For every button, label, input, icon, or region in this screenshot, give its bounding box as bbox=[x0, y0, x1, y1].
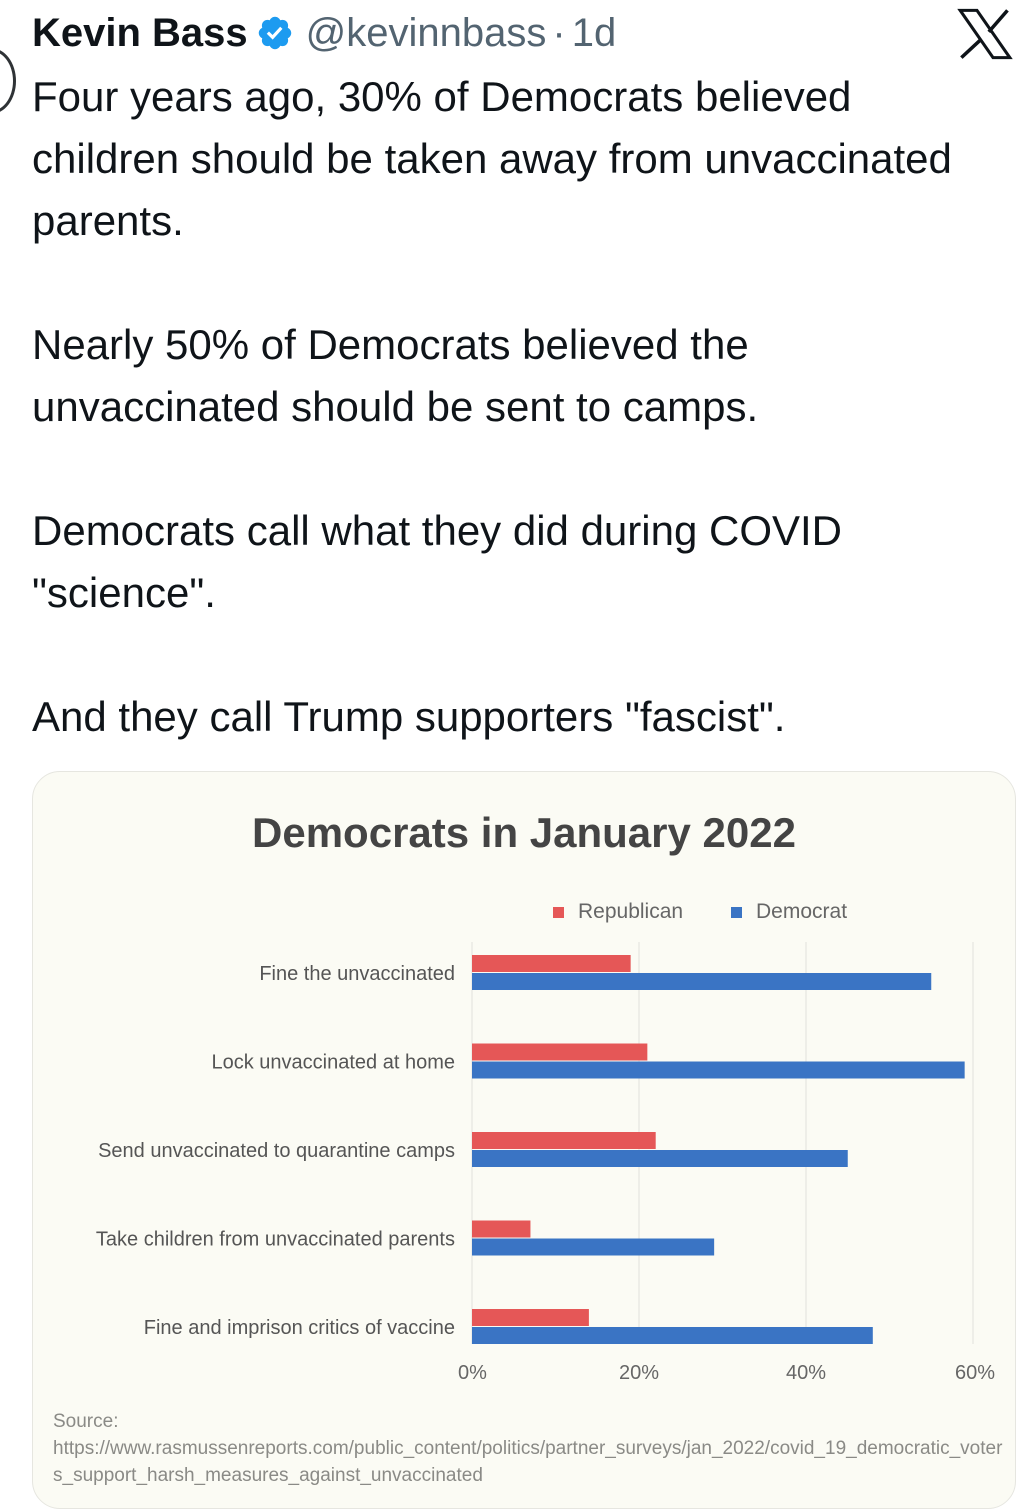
x-logo-icon bbox=[957, 8, 1013, 60]
chart-bar bbox=[472, 1132, 656, 1149]
verified-badge-icon bbox=[258, 16, 291, 50]
tweet-paragraph: Nearly 50% of Democrats believed the unv… bbox=[32, 321, 759, 430]
author-handle[interactable]: @kevinnbass bbox=[305, 10, 547, 55]
category-label: Lock unvaccinated at home bbox=[212, 1052, 456, 1074]
tweet-paragraph: And they call Trump supporters "fascist"… bbox=[32, 693, 786, 740]
source-url: https://www.rasmussenreports.com/public_… bbox=[53, 1438, 1003, 1486]
bar-chart: Democrats in January 2022 Republican Democ… bbox=[96, 809, 995, 1384]
category-label: Send unvaccinated to quarantine camps bbox=[98, 1140, 455, 1162]
chart-title: Democrats in January 2022 bbox=[252, 809, 796, 856]
source-label: Source: bbox=[53, 1411, 119, 1432]
author-name[interactable]: Kevin Bass bbox=[32, 10, 248, 55]
chart-bar bbox=[472, 1238, 715, 1256]
chart-bar bbox=[472, 973, 932, 990]
tweet-body: Four years ago, 30% of Democrats believe… bbox=[32, 66, 992, 748]
x-tick-label: 40% bbox=[786, 1362, 826, 1384]
chart-bar bbox=[472, 1061, 965, 1079]
category-label: Fine and imprison critics of vaccine bbox=[144, 1317, 455, 1339]
legend-swatch bbox=[731, 907, 742, 918]
chart-bar bbox=[472, 1150, 848, 1167]
separator-dot: · bbox=[552, 10, 566, 55]
x-tick-label: 0% bbox=[458, 1362, 487, 1384]
legend-label: Republican bbox=[578, 900, 683, 923]
chart-source: Source: https://www.rasmussenreports.com… bbox=[53, 1408, 1003, 1489]
chart-bar bbox=[472, 1220, 531, 1238]
category-label: Take children from unvaccinated parents bbox=[96, 1229, 455, 1251]
chart-bar bbox=[472, 1309, 589, 1326]
chart-bar bbox=[472, 1043, 648, 1061]
chart-bar bbox=[472, 1327, 873, 1344]
tweet-paragraph: Democrats call what they did during COVI… bbox=[32, 507, 842, 616]
x-tick-label: 20% bbox=[619, 1362, 659, 1384]
tweet-timestamp[interactable]: 1d bbox=[571, 10, 617, 55]
media-card[interactable]: Democrats in January 2022 Republican Democ… bbox=[32, 771, 1016, 1509]
tweet-header: Kevin Bass @kevinnbass · 1d bbox=[32, 8, 616, 58]
legend-label: Democrat bbox=[756, 900, 847, 923]
x-tick-label: 60% bbox=[955, 1362, 995, 1384]
legend-swatch bbox=[553, 907, 564, 918]
tweet-paragraph: Four years ago, 30% of Democrats believe… bbox=[32, 73, 952, 244]
chart-bar bbox=[472, 955, 631, 972]
avatar[interactable] bbox=[0, 48, 16, 114]
category-label: Fine the unvaccinated bbox=[259, 963, 455, 985]
